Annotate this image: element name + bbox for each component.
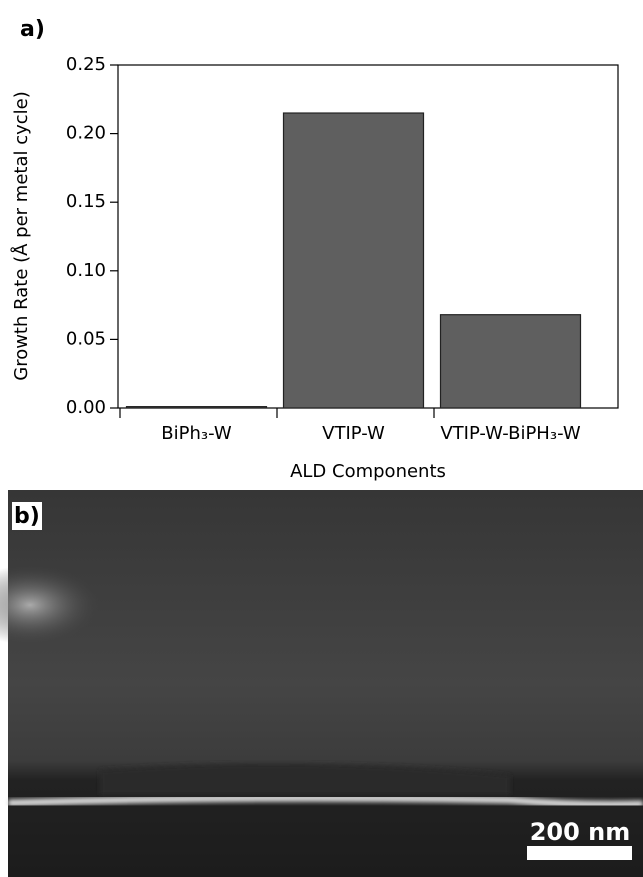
sem-glow <box>0 565 100 645</box>
panel-label-bg <box>12 502 42 530</box>
y-tick-label: 0.05 <box>66 328 106 349</box>
y-tick-label: 0.20 <box>66 123 106 144</box>
scale-bar <box>527 846 632 860</box>
scale-bar-label: 200 nm <box>530 818 631 846</box>
sem-image <box>8 490 643 877</box>
plot: 0.00 0.05 0.10 0.15 0.20 0.25 BiPh₃-W VTIP-W VTI… <box>66 54 582 444</box>
sem-interface <box>7 794 643 808</box>
bar <box>439 314 582 409</box>
x-tick-label: VTIP-W-BiPH₃-W <box>440 423 580 444</box>
sem-layer <box>100 763 510 795</box>
y-axis-label: Growth Rate (Å per metal cycle) <box>10 91 32 381</box>
panel-label: b) <box>14 504 40 529</box>
y-tick-label: 0.15 <box>66 191 106 212</box>
panel-label: a) <box>20 17 45 42</box>
x-tick-label: BiPh₃-W <box>161 423 232 444</box>
y-tick-label: 0.00 <box>66 397 106 418</box>
y-tick-label: 0.10 <box>66 260 106 281</box>
bar <box>282 112 425 409</box>
x-tick-label: VTIP-W <box>322 423 385 444</box>
y-tick-label: 0.25 <box>66 54 106 75</box>
x-axis-label: ALD Components <box>290 461 446 482</box>
bar <box>125 406 268 409</box>
